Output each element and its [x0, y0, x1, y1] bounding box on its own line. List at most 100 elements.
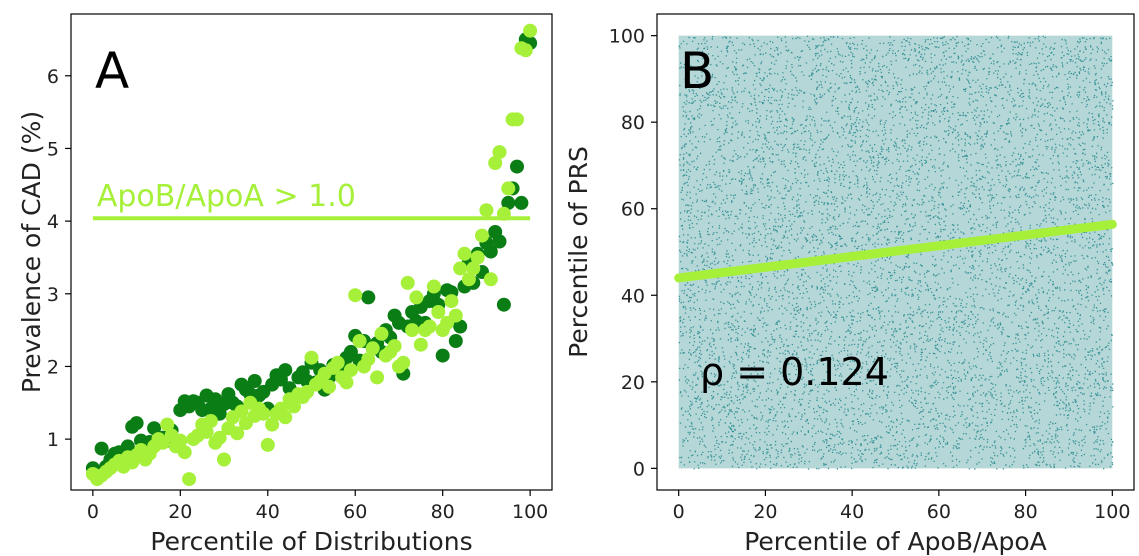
panel-a-ticks: 0 20 40 60 80 100 1 2 3 4 5 6 [47, 66, 548, 523]
panel-b-scatter-points [678, 35, 1114, 470]
panel-a-point-series-2 [199, 424, 214, 439]
panel-a: ApoB/ApoA > 1.0 A 0 20 40 60 80 100 1 2 3 4 5 6 Per… [17, 13, 553, 556]
panel-a-point-series-2 [365, 341, 380, 356]
panel-a-y-tick-label: 6 [47, 66, 59, 88]
panel-a-point-series-2 [330, 355, 345, 370]
panel-a-y-tick-label: 3 [47, 284, 59, 306]
panel-a-point-series-2 [217, 452, 231, 467]
panel-a-point-series-2 [453, 261, 468, 276]
panel-a-y-tick-label: 5 [47, 138, 59, 160]
panel-a-point-series-2 [173, 433, 188, 448]
panel-a-y-axis-label: Prevalence of CAD (%) [17, 111, 46, 393]
panel-a-point-series-1 [514, 195, 529, 210]
panel-b-y-tick-label: 80 [621, 112, 645, 134]
panel-a-x-tick-label: 0 [87, 501, 99, 523]
panel-a-point-series-1 [501, 195, 516, 210]
panel-a-point-series-2 [483, 272, 498, 287]
panel-a-letter: A [95, 42, 129, 100]
panel-a-point-series-1 [453, 319, 468, 334]
panel-b-x-tick-label: 60 [927, 501, 951, 523]
panel-a-point-series-1 [129, 416, 144, 431]
panel-a-point-series-2 [457, 246, 472, 261]
panel-a-point-series-2 [265, 417, 280, 432]
panel-a-point-series-2 [518, 43, 533, 58]
panel-a-point-series-2 [387, 339, 402, 354]
panel-b: B ρ = 0.124 0 20 40 60 80 100 0 20 40 60 80 100 Per… [564, 13, 1135, 556]
panel-a-point-series-2 [426, 279, 441, 294]
panel-a-point-series-2 [409, 290, 424, 305]
panel-a-point-series-2 [203, 414, 218, 428]
panel-a-point-series-2 [422, 319, 437, 334]
panel-a-x-tick-label: 20 [168, 501, 192, 523]
panel-a-point-series-2 [322, 379, 336, 394]
panel-a-point-series-2 [510, 112, 524, 127]
panel-a-point-series-1 [147, 421, 162, 436]
panel-a-point-series-2 [260, 437, 275, 452]
panel-b-x-tick-label: 80 [1013, 501, 1037, 523]
panel-a-point-series-2 [405, 323, 420, 338]
panel-a-point-series-1 [448, 334, 463, 348]
panel-a-point-series-2 [234, 404, 249, 419]
panel-a-point-series-2 [348, 288, 363, 303]
panel-a-point-series-2 [230, 426, 245, 441]
panel-b-y-tick-label: 60 [621, 199, 645, 221]
panel-a-point-series-2 [479, 203, 494, 218]
panel-a-point-series-2 [470, 250, 485, 265]
panel-a-point-series-1 [361, 290, 376, 305]
panel-a-x-tick-label: 100 [512, 501, 548, 523]
panel-b-x-tick-label: 20 [753, 501, 777, 523]
panel-a-point-series-2 [361, 352, 376, 367]
panel-a-point-series-1 [496, 297, 511, 312]
panel-a-x-tick-label: 80 [431, 501, 455, 523]
panel-a-y-tick-label: 1 [47, 429, 59, 451]
panel-a-point-series-1 [278, 363, 293, 378]
panel-a-point-series-2 [177, 445, 192, 460]
panel-a-point-series-1 [94, 441, 109, 456]
panel-a-point-series-2 [400, 275, 415, 290]
panel-b-x-tick-label: 0 [673, 501, 685, 523]
panel-b-y-tick-label: 40 [621, 285, 645, 307]
panel-a-point-series-1 [435, 348, 450, 363]
panel-a-point-series-1 [247, 374, 262, 388]
panel-b-y-tick-label: 20 [621, 372, 645, 394]
panel-a-points [85, 23, 538, 487]
panel-a-point-series-2 [431, 305, 446, 319]
panel-a-point-series-1 [120, 439, 135, 454]
panel-a-point-series-2 [413, 337, 428, 352]
panel-a-point-series-2 [278, 410, 293, 425]
panel-a-point-series-2 [160, 417, 175, 432]
panel-b-frame [656, 13, 1135, 491]
panel-a-point-series-2 [492, 145, 507, 160]
panel-a-y-tick-label: 2 [47, 356, 59, 378]
panel-b-ticks: 0 20 40 60 80 100 0 20 40 60 80 100 [609, 26, 1131, 523]
panel-a-point-series-2 [352, 334, 367, 348]
panel-a-point-series-2 [212, 430, 227, 445]
panel-a-point-series-2 [396, 355, 411, 370]
panel-b-y-tick-label: 0 [633, 458, 645, 480]
panel-a-point-series-1 [343, 344, 358, 359]
panel-a-point-series-1 [483, 244, 498, 259]
panel-a-point-series-2 [461, 272, 476, 287]
panel-a-point-series-2 [448, 308, 463, 323]
panel-a-point-series-2 [370, 370, 385, 385]
panel-a-point-series-2 [339, 375, 354, 390]
panel-a-threshold-label: ApoB/ApoA > 1.0 [97, 179, 356, 214]
panel-a-point-series-2 [466, 261, 481, 276]
panel-b-x-tick-label: 40 [840, 501, 864, 523]
panel-b-letter: B [680, 42, 714, 100]
panel-a-point-series-2 [475, 228, 489, 243]
panel-a-point-series-2 [343, 363, 358, 378]
panel-a-point-series-1 [510, 159, 524, 174]
panel-a-point-series-2 [287, 399, 301, 414]
panel-a-y-tick-label: 4 [47, 211, 59, 233]
panel-a-x-tick-label: 40 [256, 501, 280, 523]
panel-a-point-series-2 [256, 406, 271, 421]
panel-a-x-axis-label: Percentile of Distributions [150, 527, 472, 556]
panel-a-point-series-1 [492, 234, 507, 249]
panel-a-point-series-2 [304, 350, 319, 365]
panel-a-point-series-2 [182, 472, 197, 487]
panel-a-frame [70, 13, 553, 491]
panel-b-x-axis-label: Percentile of ApoB/ApoA [744, 527, 1047, 556]
panel-a-point-series-2 [501, 181, 516, 196]
